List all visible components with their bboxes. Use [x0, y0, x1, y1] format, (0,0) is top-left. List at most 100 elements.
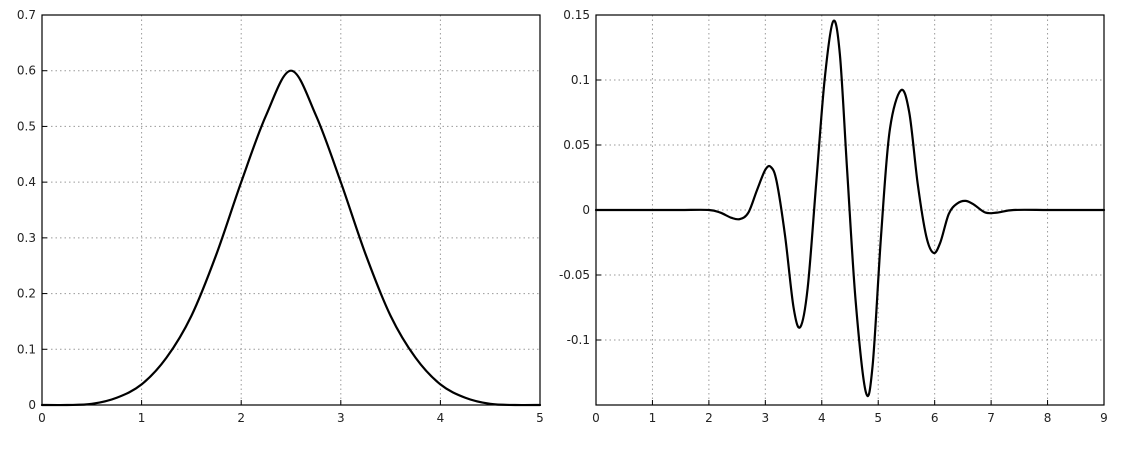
right-data-point	[900, 90, 901, 91]
right-data-point	[940, 242, 941, 243]
right-data-point	[595, 209, 596, 210]
left-data-point	[490, 403, 491, 404]
left-data-point	[390, 315, 391, 316]
left-axes-frame	[41, 14, 541, 406]
left-series-line	[40, 69, 542, 407]
left-data-point	[340, 182, 341, 183]
right-data-point	[965, 200, 966, 201]
right-data-point	[776, 181, 777, 182]
right-data-point	[756, 190, 757, 191]
right-data-point	[1047, 209, 1048, 210]
right-series-line	[594, 19, 1106, 398]
right-data-point	[985, 212, 986, 213]
left-data-point	[365, 254, 366, 255]
left-y-tick-label: 0.7	[17, 8, 36, 22]
right-data-point	[889, 131, 890, 132]
left-data-point	[465, 397, 466, 398]
right-y-tick-label: 0	[582, 203, 590, 217]
right-y-tick-label: -0.05	[559, 268, 590, 282]
right-data-point	[1075, 209, 1076, 210]
right-data-point	[926, 235, 927, 236]
right-data-point	[807, 287, 808, 288]
right-data-point	[793, 307, 794, 308]
left-data-point	[91, 403, 92, 404]
right-y-tick-label: 0.05	[563, 138, 590, 152]
left-y-tick-label: 0	[28, 398, 36, 412]
left-x-tick-label: 3	[337, 411, 345, 425]
left-y-tick-label: 0.6	[17, 64, 36, 78]
left-data-point	[191, 315, 192, 316]
right-chart: 0 1 2 3 4 5 6 7 8 9 -0.1 -0.05 0 0.05 0.1 0.15	[559, 8, 1108, 425]
right-x-tick-label: 2	[705, 411, 713, 425]
right-data-point	[739, 219, 740, 220]
left-y-tick-label: 0.1	[17, 342, 36, 356]
left-data-point	[415, 357, 416, 358]
right-data-point	[957, 203, 958, 204]
left-y-tick-label: 0.3	[17, 231, 36, 245]
right-data-point	[770, 167, 771, 168]
left-data-point	[315, 115, 316, 116]
right-y-tick-label: -0.1	[567, 333, 590, 347]
right-data-point	[917, 183, 918, 184]
right-data-point	[832, 21, 833, 22]
left-x-tick-label: 0	[38, 411, 46, 425]
right-data-point	[708, 209, 709, 210]
right-data-point	[880, 235, 881, 236]
right-data-point	[855, 300, 856, 301]
right-y-tick-label: 0.15	[563, 8, 590, 22]
left-data-point	[141, 384, 142, 385]
right-x-tick-label: 5	[874, 411, 882, 425]
left-y-tick-label: 0.2	[17, 287, 36, 301]
right-x-tick-label: 4	[818, 411, 826, 425]
right-data-point	[624, 209, 625, 210]
left-data-point	[440, 384, 441, 385]
right-x-tick-label: 3	[762, 411, 770, 425]
left-x-tick-label: 1	[138, 411, 146, 425]
left-x-tick-label: 2	[237, 411, 245, 425]
left-data-point	[241, 182, 242, 183]
left-data-point	[116, 397, 117, 398]
left-y-tick-label: 0.5	[17, 119, 36, 133]
right-y-tick-label: 0.1	[571, 73, 590, 87]
right-data-point	[872, 365, 873, 366]
left-data-point	[216, 254, 217, 255]
right-data-point	[748, 212, 749, 213]
left-data-point	[515, 404, 516, 405]
right-data-point	[765, 169, 766, 170]
right-x-tick-label: 6	[931, 411, 939, 425]
right-x-tick-label: 9	[1100, 411, 1108, 425]
right-data-point	[1103, 209, 1104, 210]
right-x-tick-label: 7	[987, 411, 995, 425]
right-x-tick-label: 0	[592, 411, 600, 425]
left-data-point	[290, 70, 291, 71]
left-data-point	[539, 404, 540, 405]
left-chart: 0 1 2 3 4 5 0 0.1 0.2 0.3 0.4 0.5 0.6 0.7	[17, 8, 544, 425]
right-data-point	[800, 326, 801, 327]
right-data-point	[996, 212, 997, 213]
right-data-point	[933, 252, 934, 253]
right-data-point	[974, 204, 975, 205]
right-x-tick-label: 1	[649, 411, 657, 425]
right-data-point	[784, 235, 785, 236]
right-data-point	[731, 217, 732, 218]
right-data-point	[816, 183, 817, 184]
left-x-tick-label: 5	[536, 411, 544, 425]
left-data-point	[41, 404, 42, 405]
left-x-tick-label: 4	[437, 411, 445, 425]
right-data-point	[1013, 209, 1014, 210]
right-data-point	[720, 212, 721, 213]
right-data-point	[824, 79, 825, 80]
left-y-tick-label: 0.4	[17, 175, 36, 189]
left-data-point	[266, 115, 267, 116]
left-data-point	[66, 404, 67, 405]
right-data-point	[865, 391, 866, 392]
right-data-point	[948, 213, 949, 214]
right-data-point	[680, 209, 681, 210]
right-data-point	[652, 209, 653, 210]
right-data-point	[839, 53, 840, 54]
right-data-point	[847, 170, 848, 171]
right-x-tick-label: 8	[1044, 411, 1052, 425]
right-data-point	[909, 112, 910, 113]
left-data-point	[166, 357, 167, 358]
